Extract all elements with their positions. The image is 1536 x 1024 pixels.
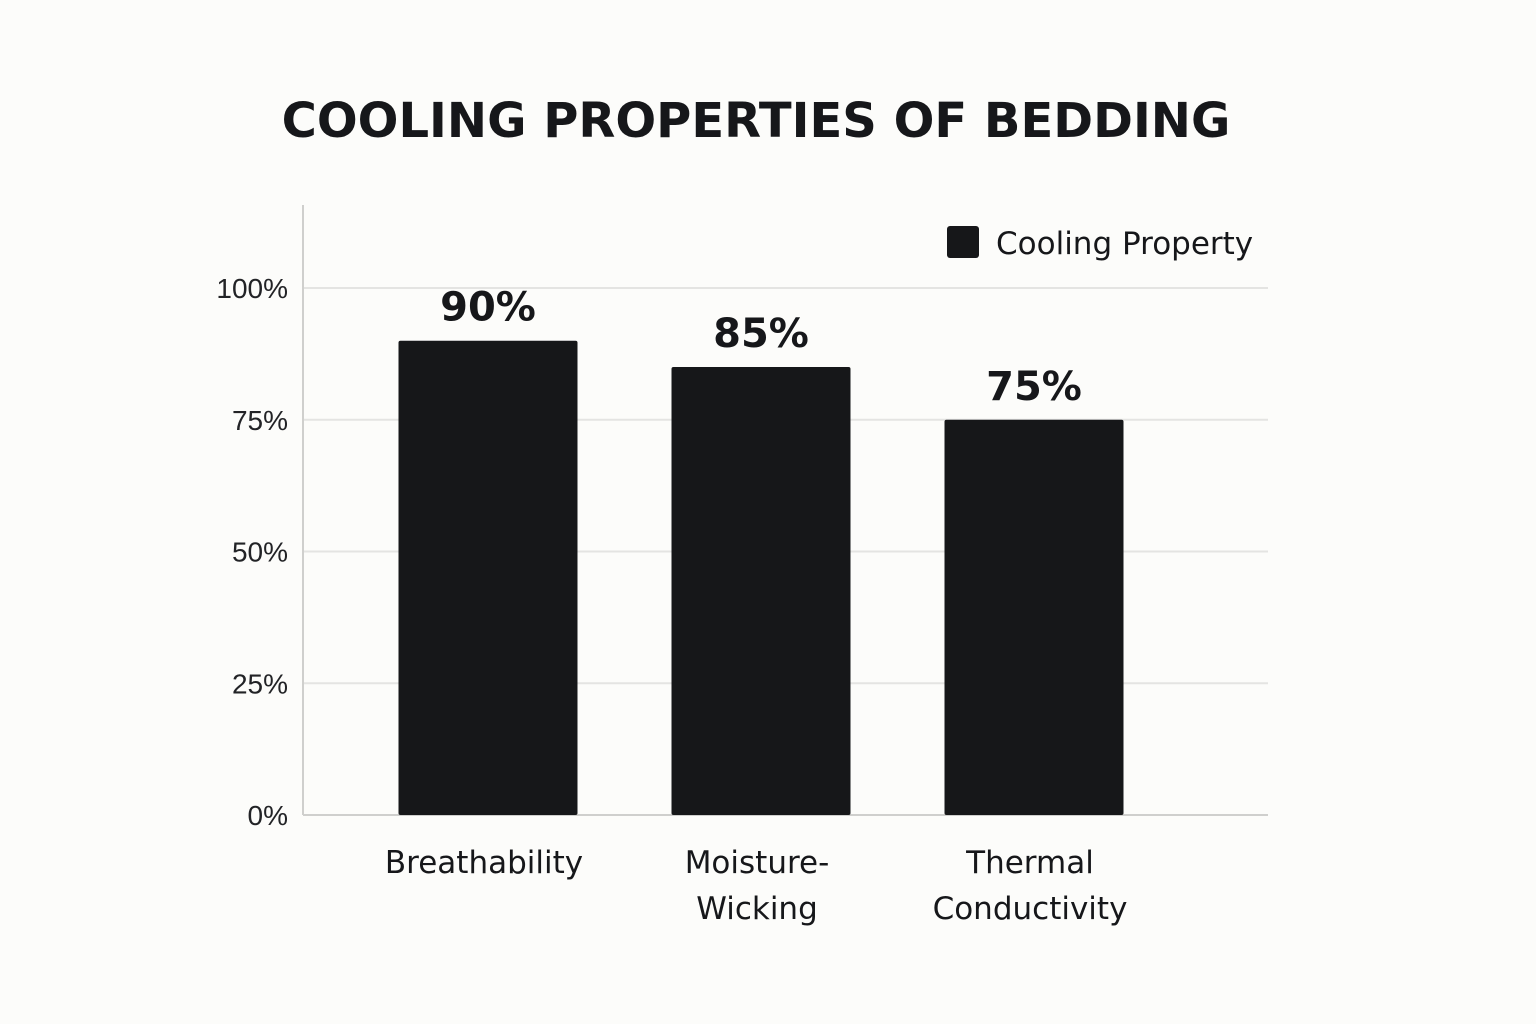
bar (944, 419, 1124, 815)
legend: Cooling Property (947, 226, 1253, 262)
y-tick-label: 75% (232, 405, 288, 436)
y-tick-label: 100% (216, 273, 288, 304)
data-label: 75% (986, 364, 1082, 410)
y-tick-label: 25% (232, 668, 288, 699)
bars (398, 340, 1124, 815)
bar (671, 367, 851, 815)
chart-title: COOLING PROPERTIES OF BEDDING (282, 93, 1231, 149)
y-tick-label: 50% (232, 537, 288, 568)
x-tick-label: Thermal Conductivity (933, 845, 1128, 927)
data-label: 90% (440, 285, 536, 331)
x-tick-label: Moisture-Wicking (685, 845, 830, 927)
bar (398, 340, 578, 815)
legend-label: Cooling Property (996, 226, 1253, 262)
labels: 0% 25% 50% 75% 100% 90% Breathability 85% Moistu… (216, 273, 1127, 927)
data-label: 85% (713, 311, 809, 357)
y-tick-label: 0% (248, 800, 288, 831)
legend-swatch (947, 226, 979, 258)
x-tick-label: Breathability (385, 845, 583, 881)
